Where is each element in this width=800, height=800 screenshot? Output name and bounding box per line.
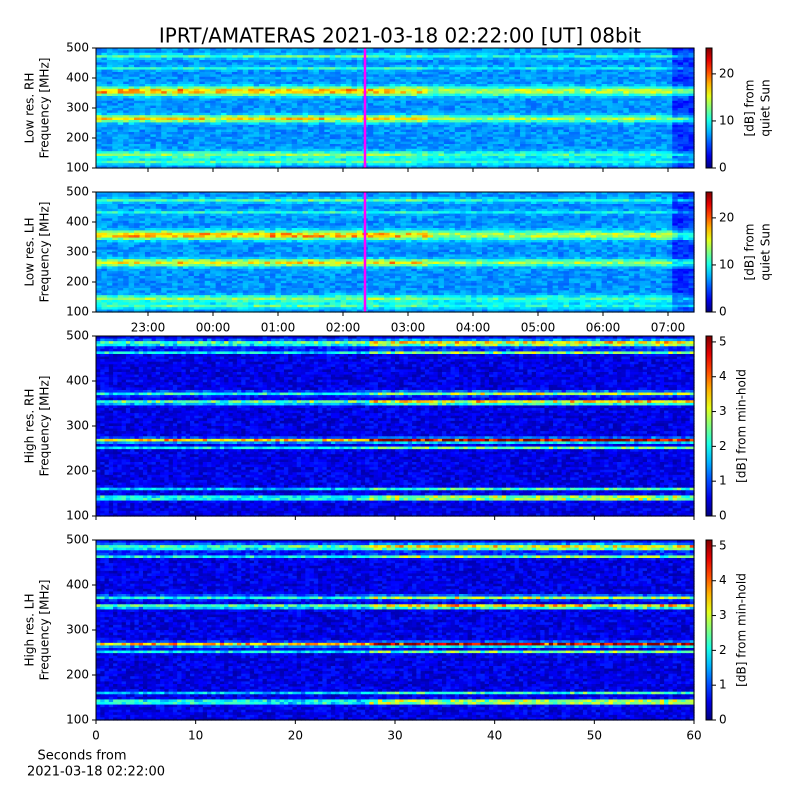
spectrogram (96, 48, 695, 169)
